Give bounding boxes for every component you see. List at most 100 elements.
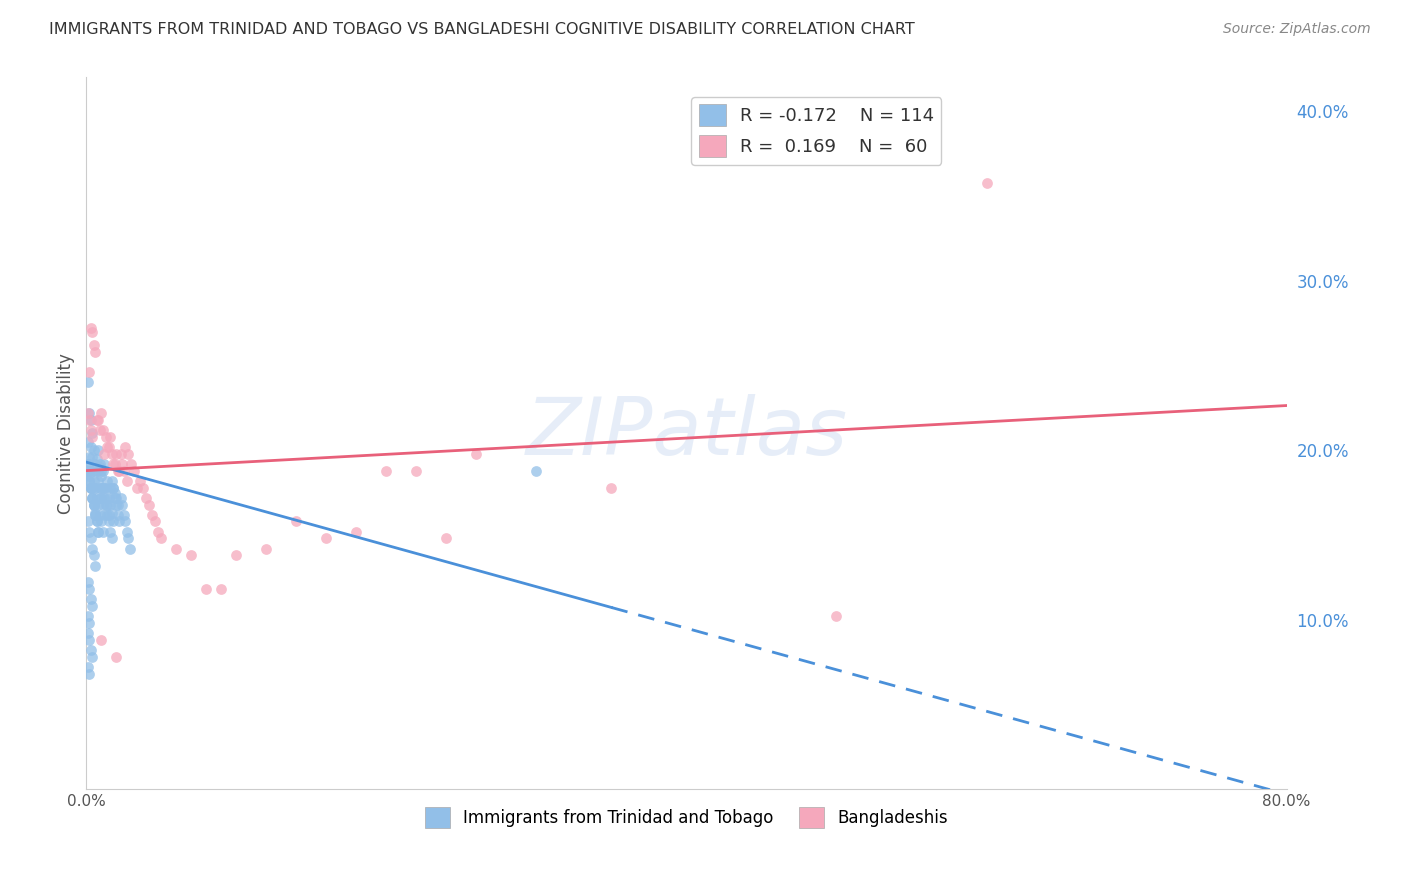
Point [79, 524, 101, 539]
Point [76, 660, 98, 674]
Point [82, 541, 104, 556]
Point [118, 541, 141, 556]
Point [76, 406, 98, 420]
Point [101, 506, 124, 520]
Point [96, 440, 118, 454]
Text: ZIPatlas: ZIPatlas [526, 394, 848, 473]
Point [84, 345, 107, 359]
Point [87, 498, 110, 512]
Legend: Immigrants from Trinidad and Tobago, Bangladeshis: Immigrants from Trinidad and Tobago, Ban… [419, 801, 955, 834]
Point [97, 440, 120, 454]
Point [105, 498, 128, 512]
Point [103, 515, 125, 529]
Point [87, 524, 110, 539]
Point [114, 515, 136, 529]
Point [108, 464, 131, 478]
Point [80, 481, 103, 495]
Point [82, 650, 104, 665]
Point [79, 616, 101, 631]
Point [82, 325, 104, 339]
Point [80, 532, 103, 546]
Point [101, 474, 124, 488]
Point [79, 474, 101, 488]
Point [87, 413, 110, 427]
Point [86, 515, 108, 529]
Point [465, 447, 488, 461]
Point [94, 481, 117, 495]
Point [86, 451, 108, 466]
Point [94, 430, 117, 444]
Point [76, 376, 98, 390]
Point [80, 592, 103, 607]
Point [83, 498, 105, 512]
Point [96, 508, 118, 522]
Point [104, 457, 127, 471]
Point [110, 447, 132, 461]
Point [82, 491, 104, 505]
Point [86, 413, 108, 427]
Point [91, 423, 114, 437]
Point [84, 457, 107, 471]
Point [83, 498, 105, 512]
Point [83, 549, 105, 563]
Point [90, 633, 112, 648]
Point [976, 176, 998, 190]
Point [93, 481, 115, 495]
Point [112, 508, 135, 522]
Point [107, 464, 129, 478]
Point [91, 498, 114, 512]
Point [104, 491, 127, 505]
Point [76, 515, 98, 529]
Point [105, 650, 128, 665]
Point [76, 464, 98, 478]
Point [84, 506, 107, 520]
Point [114, 440, 136, 454]
Point [89, 423, 111, 437]
Point [79, 474, 101, 488]
Point [91, 464, 114, 478]
Point [285, 515, 308, 529]
Point [97, 491, 120, 505]
Point [89, 457, 111, 471]
Point [79, 464, 101, 478]
Point [344, 524, 367, 539]
Point [80, 643, 103, 657]
Text: IMMIGRANTS FROM TRINIDAD AND TOBAGO VS BANGLADESHI COGNITIVE DISABILITY CORRELAT: IMMIGRANTS FROM TRINIDAD AND TOBAGO VS B… [49, 22, 915, 37]
Point [98, 430, 121, 444]
Point [76, 464, 98, 478]
Point [90, 406, 112, 420]
Point [105, 447, 128, 461]
Point [79, 450, 101, 464]
Point [86, 515, 108, 529]
Point [91, 524, 114, 539]
Point [107, 498, 129, 512]
Point [93, 447, 115, 461]
Point [103, 481, 125, 495]
Point [93, 491, 115, 505]
Point [104, 485, 127, 500]
Point [84, 508, 107, 522]
Y-axis label: Cognitive Disability: Cognitive Disability [58, 353, 75, 514]
Point [148, 524, 170, 539]
Point [82, 426, 104, 441]
Point [80, 413, 103, 427]
Point [86, 464, 108, 478]
Point [138, 498, 160, 512]
Point [117, 532, 139, 546]
Point [79, 413, 101, 427]
Point [103, 481, 125, 495]
Point [96, 498, 118, 512]
Point [84, 558, 107, 573]
Point [84, 481, 107, 495]
Point [600, 481, 623, 495]
Point [127, 481, 149, 495]
Point [97, 508, 120, 522]
Point [80, 481, 103, 495]
Point [76, 434, 98, 449]
Point [101, 532, 124, 546]
Point [84, 508, 107, 522]
Point [87, 524, 110, 539]
Point [79, 633, 101, 648]
Point [83, 498, 105, 512]
Point [80, 481, 103, 495]
